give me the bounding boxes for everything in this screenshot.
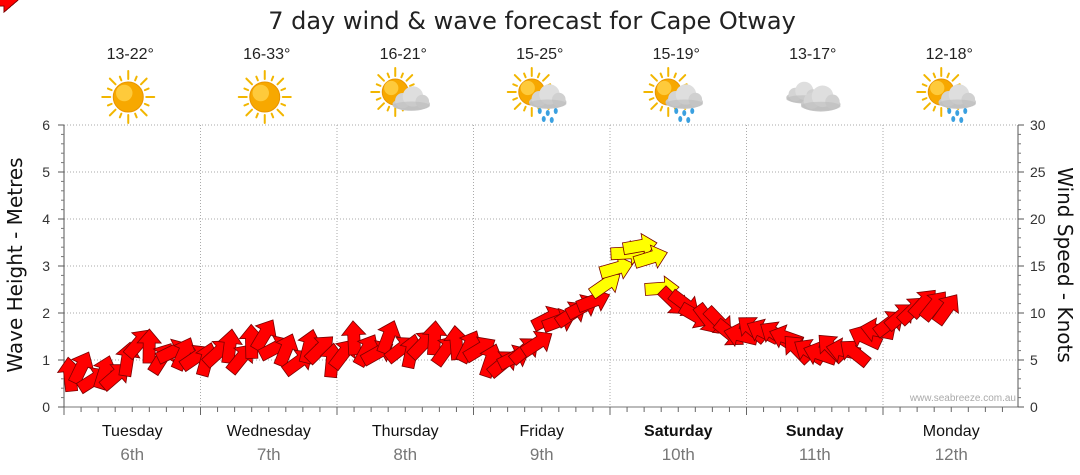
left-tick-label: 5 xyxy=(42,164,50,180)
day-date-label: 10th xyxy=(662,445,695,464)
wind-arrow xyxy=(598,255,634,280)
temperature-range: 15-19° xyxy=(653,46,700,63)
sun-rain-icon xyxy=(506,67,567,123)
left-tick-label: 1 xyxy=(42,352,50,368)
right-tick-label: 0 xyxy=(1030,399,1038,415)
wind-arrow xyxy=(621,232,658,259)
sun-rain-icon xyxy=(643,67,703,123)
wind-arrow xyxy=(519,330,553,358)
temperature-range: 13-17° xyxy=(789,46,836,63)
right-tick-label: 5 xyxy=(1030,352,1038,368)
right-tick-label: 15 xyxy=(1030,258,1046,274)
sun-cloud-icon xyxy=(370,67,430,117)
day-date-label: 6th xyxy=(120,445,144,464)
wind-arrow xyxy=(632,244,668,270)
left-tick-label: 3 xyxy=(42,258,50,274)
day-name-label: Saturday xyxy=(644,423,713,440)
right-tick-label: 10 xyxy=(1030,305,1046,321)
temperature-range: 12-18° xyxy=(926,46,973,63)
day-date-label: 12th xyxy=(935,445,968,464)
credit-text: www.seabreeze.com.au xyxy=(909,393,1016,404)
day-date-label: 11th xyxy=(799,445,831,464)
x-axis: Tuesday 6th Wednesday 7th Thursday 8th Friday 9… xyxy=(63,407,1003,464)
cloud-icon xyxy=(786,81,841,112)
temperature-range: 16-21° xyxy=(380,46,427,63)
y-axis-label-left: Wave Height - Metres xyxy=(3,157,27,372)
day-date-label: 7th xyxy=(257,445,281,464)
day-name-label: Monday xyxy=(923,423,980,440)
right-tick-label: 20 xyxy=(1030,211,1046,227)
right-tick-label: 25 xyxy=(1030,164,1046,180)
chart-title: 7 day wind & wave forecast for Cape Otwa… xyxy=(268,7,796,35)
day-name-label: Wednesday xyxy=(227,423,311,440)
left-tick-label: 4 xyxy=(42,211,50,227)
sun-icon xyxy=(101,70,156,124)
left-axis: 0 1 2 3 4 5 6 xyxy=(42,117,65,415)
day-forecast-header: 13-22° 16-33° 16-21° 15-25° 15-19° 13-17° 12-1… xyxy=(101,46,976,124)
wind-arrow xyxy=(840,340,872,369)
right-tick-label: 30 xyxy=(1030,117,1046,133)
sun-icon xyxy=(237,70,292,124)
wind-arrow xyxy=(0,0,19,13)
wind-arrows xyxy=(0,0,959,395)
day-name-label: Friday xyxy=(520,423,564,440)
temperature-range: 16-33° xyxy=(243,46,290,63)
day-date-label: 8th xyxy=(393,445,417,464)
day-date-label: 9th xyxy=(530,445,554,464)
day-name-label: Tuesday xyxy=(102,423,163,440)
right-axis: 0 5 10 15 20 25 30 xyxy=(1017,117,1046,415)
left-tick-label: 6 xyxy=(42,117,50,133)
left-tick-label: 2 xyxy=(42,305,50,321)
day-name-label: Sunday xyxy=(786,423,844,440)
day-name-label: Thursday xyxy=(372,423,439,440)
temperature-range: 13-22° xyxy=(107,46,154,63)
temperature-range: 15-25° xyxy=(516,46,563,63)
wind-arrow xyxy=(931,294,959,327)
y-axis-label-right: Wind Speed - Knots xyxy=(1053,167,1077,363)
sun-rain-icon xyxy=(916,67,976,123)
left-tick-label: 0 xyxy=(42,399,50,415)
